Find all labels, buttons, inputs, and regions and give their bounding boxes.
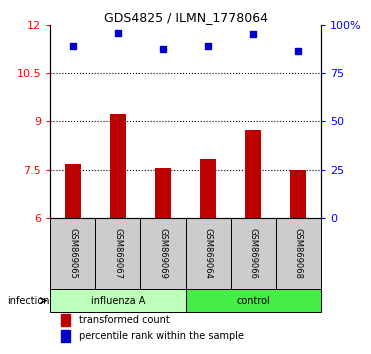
Text: GSM869068: GSM869068 [294, 228, 303, 279]
Text: GSM869064: GSM869064 [204, 228, 213, 279]
Point [250, 31, 256, 36]
Text: infection: infection [7, 296, 49, 306]
Bar [140, 218, 186, 289]
Text: percentile rank within the sample: percentile rank within the sample [79, 331, 243, 341]
Bar [61, 330, 70, 342]
Bar [110, 114, 126, 218]
Bar [186, 218, 231, 289]
Text: GSM869067: GSM869067 [113, 228, 122, 279]
Bar [95, 218, 140, 289]
Text: transformed count: transformed count [79, 315, 169, 325]
Bar [50, 289, 186, 312]
Bar [290, 170, 306, 218]
Bar [155, 168, 171, 218]
Bar [61, 314, 70, 326]
Bar [231, 218, 276, 289]
Bar [245, 130, 261, 218]
Bar [50, 218, 95, 289]
Point [295, 48, 301, 54]
Bar [186, 289, 321, 312]
Text: GSM869066: GSM869066 [249, 228, 258, 279]
Text: GSM869069: GSM869069 [158, 228, 167, 279]
Text: control: control [236, 296, 270, 306]
Point [160, 46, 166, 52]
Title: GDS4825 / ILMN_1778064: GDS4825 / ILMN_1778064 [104, 11, 267, 24]
Bar [276, 218, 321, 289]
Point [70, 43, 76, 48]
Bar [65, 164, 81, 218]
Point [115, 30, 121, 36]
Text: GSM869065: GSM869065 [68, 228, 77, 279]
Bar [200, 159, 216, 218]
Point [205, 43, 211, 48]
Text: influenza A: influenza A [91, 296, 145, 306]
